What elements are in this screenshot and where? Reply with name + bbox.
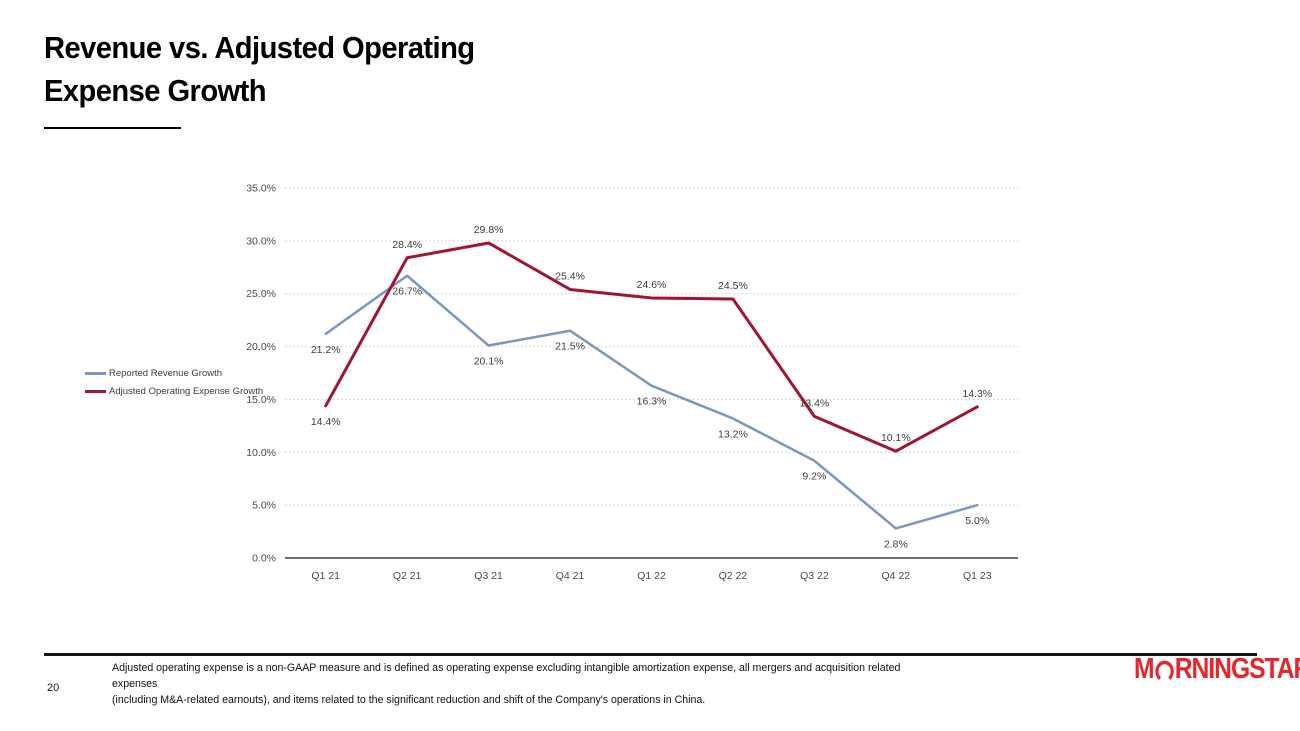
page-title: Revenue vs. Adjusted Operating Expense G… xyxy=(44,30,475,108)
legend-label-expense: Adjusted Operating Expense Growth xyxy=(109,386,264,398)
logo-text-m: M xyxy=(1134,653,1155,685)
svg-text:Q4 22: Q4 22 xyxy=(882,570,911,582)
svg-text:Q3 22: Q3 22 xyxy=(800,570,829,582)
svg-text:Q1 22: Q1 22 xyxy=(637,570,666,582)
svg-text:13.2%: 13.2% xyxy=(718,428,748,440)
svg-text:9.2%: 9.2% xyxy=(802,471,826,483)
chart-legend: Reported Revenue Growth Adjusted Operati… xyxy=(85,364,263,401)
legend-item-reported-revenue-growth: Reported Revenue Growth xyxy=(85,364,263,383)
svg-text:30.0%: 30.0% xyxy=(246,235,276,247)
logo-o-arc-icon xyxy=(1155,660,1174,680)
svg-text:0.0%: 0.0% xyxy=(252,553,276,565)
svg-text:Q2 21: Q2 21 xyxy=(393,570,422,582)
svg-text:35.0%: 35.0% xyxy=(246,183,276,195)
svg-text:20.0%: 20.0% xyxy=(246,341,276,353)
svg-text:16.3%: 16.3% xyxy=(637,396,667,408)
svg-text:25.0%: 25.0% xyxy=(246,288,276,300)
svg-text:20.1%: 20.1% xyxy=(474,356,504,368)
svg-text:10.1%: 10.1% xyxy=(881,432,911,444)
svg-text:25.4%: 25.4% xyxy=(555,270,585,282)
svg-text:Q3 21: Q3 21 xyxy=(474,570,503,582)
legend-item-adjusted-operating-expense-growth: Adjusted Operating Expense Growth xyxy=(85,383,263,402)
svg-text:2.8%: 2.8% xyxy=(884,538,908,550)
page-number: 20 xyxy=(47,682,60,694)
svg-text:10.0%: 10.0% xyxy=(246,447,276,459)
svg-text:29.8%: 29.8% xyxy=(474,224,504,236)
svg-text:26.7%: 26.7% xyxy=(392,286,422,298)
legend-line-swatch-expense xyxy=(85,390,106,394)
svg-text:14.4%: 14.4% xyxy=(311,416,341,428)
footer-divider xyxy=(44,653,1257,656)
chart-svg: 0.0% 5.0% 10.0% 15.0% 20.0% 25.0% 30.0% 35.0% Q1… xyxy=(246,183,1018,582)
svg-text:Q1 21: Q1 21 xyxy=(311,570,340,582)
svg-text:15.0%: 15.0% xyxy=(246,394,276,406)
legend-label-revenue: Reported Revenue Growth xyxy=(109,367,223,379)
footnote: Adjusted operating expense is a non-GAAP… xyxy=(112,662,901,706)
svg-text:24.5%: 24.5% xyxy=(718,280,748,292)
svg-text:13.4%: 13.4% xyxy=(799,397,829,409)
svg-text:Q1 23: Q1 23 xyxy=(963,570,992,582)
svg-text:5.0%: 5.0% xyxy=(965,515,989,527)
legend-line-swatch-revenue xyxy=(85,371,106,375)
svg-text:Q4 21: Q4 21 xyxy=(556,570,585,582)
title-underline xyxy=(44,127,181,129)
svg-text:Q2 22: Q2 22 xyxy=(719,570,748,582)
svg-text:21.5%: 21.5% xyxy=(555,341,585,353)
svg-text:28.4%: 28.4% xyxy=(392,239,422,251)
morningstar-logo: M RNINGSTAR ® xyxy=(1134,653,1300,685)
svg-text:21.2%: 21.2% xyxy=(311,344,341,356)
svg-text:24.6%: 24.6% xyxy=(637,279,667,291)
logo-text-rningstar: RNINGSTAR xyxy=(1174,653,1300,685)
svg-text:14.3%: 14.3% xyxy=(962,388,992,400)
svg-text:5.0%: 5.0% xyxy=(252,500,276,512)
